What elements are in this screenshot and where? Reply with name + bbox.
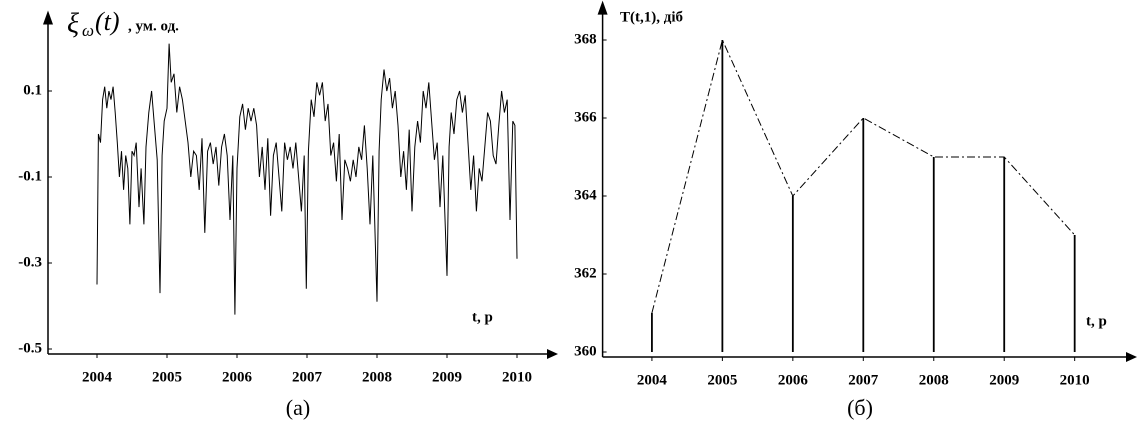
x-tick-label: 2004: [637, 372, 668, 388]
x-tick-label: 2009: [432, 369, 462, 385]
x-tick-label: 2006: [778, 372, 809, 388]
y-tick-label: 360: [574, 343, 597, 359]
y-tick-label: 366: [574, 109, 597, 125]
y-tick-label: 362: [574, 265, 597, 281]
y-label-argument: (t): [95, 7, 120, 36]
y-tick-label: 0.1: [23, 82, 42, 98]
x-tick-label: 2007: [292, 369, 323, 385]
caption: (б): [847, 395, 873, 420]
y-tick-label: -0.1: [18, 168, 42, 184]
data-line: [96, 43, 518, 315]
y-axis-arrow: [597, 0, 608, 15]
x-tick-label: 2006: [222, 369, 253, 385]
y-label-symbol: ξ: [67, 8, 79, 39]
y-label-subscript: ω: [82, 21, 94, 40]
x-tick-label: 2010: [502, 369, 532, 385]
x-axis-arrow: [547, 349, 558, 359]
x-label: t, р: [1086, 313, 1107, 329]
y-tick-label: 368: [574, 31, 597, 47]
x-tick-label: 2005: [707, 372, 737, 388]
caption: (а): [286, 395, 310, 420]
y-tick-label: -0.3: [18, 254, 42, 270]
x-tick-label: 2005: [152, 369, 182, 385]
x-label: t, р: [472, 309, 493, 325]
x-tick-label: 2008: [362, 369, 392, 385]
x-tick-label: 2004: [82, 369, 113, 385]
y-tick-label: -0.5: [18, 340, 42, 356]
x-tick-label: 2007: [848, 372, 879, 388]
x-axis-arrow: [1126, 352, 1137, 362]
y-tick-label: 364: [574, 187, 597, 203]
y-label-unit: , ум. од.: [128, 18, 179, 34]
y-axis-arrow: [43, 10, 53, 25]
x-tick-label: 2008: [919, 372, 949, 388]
x-tick-label: 2010: [1060, 372, 1090, 388]
y-label: T(t,1), діб: [620, 9, 683, 25]
x-tick-label: 2009: [989, 372, 1019, 388]
